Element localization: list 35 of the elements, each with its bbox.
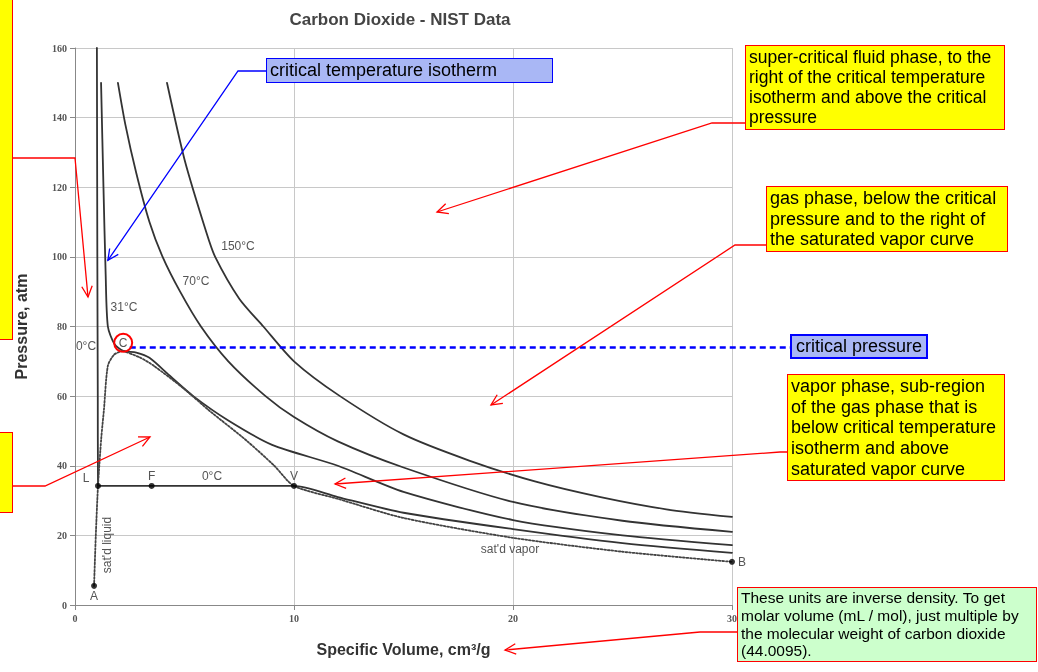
annotation: C [118,335,128,350]
x-tick-label: 30 [727,612,737,624]
annotation: A [90,588,99,603]
annotation: L [82,470,90,485]
note-box: gas phase, below the critical pressure and to the right of the saturated vapor curve [766,186,1008,253]
y-tick-label: 0 [62,599,67,611]
y-tick-label: 120 [52,181,67,193]
annotation: sat'd liquid [100,516,114,574]
annotation: 0°C [201,469,223,483]
note-box: These units are inverse density. To get molar volume (mL / mol), just multiple by the molecular weight of carbon dioxide (44.0095). [737,587,1037,663]
y-tick-label: 100 [52,251,67,263]
annotation: 70°C [182,274,210,288]
y-axis-title: Pressure, atm [12,273,30,380]
note-box: super-critical fluid phase, to the right of the critical temperature isotherm and above the critical pressure [745,45,1005,130]
note-box: vapor phase, sub-region of the gas phase that is below critical temperature isotherm and above saturated vapor curve [787,374,1005,482]
x-tick-label: 0 [72,612,78,624]
y-tick-label: 80 [57,321,67,332]
x-tick-label: 10 [289,612,299,624]
annotation: F [147,468,156,483]
annotation: V [289,468,299,483]
y-tick-label: 140 [52,112,67,124]
annotation: 31°C [110,300,138,314]
y-tick-label: 20 [57,529,67,541]
annotation: 150°C [221,239,256,253]
annotation: 0°C [75,339,97,353]
y-tick-label: 160 [52,42,67,54]
note-box: critical temperature isotherm [266,58,553,83]
annotation: sat'd vapor [480,542,540,556]
chart-title: Carbon Dioxide - NIST Data [289,10,512,29]
y-tick-label: 60 [57,390,67,402]
annotation: B [737,554,747,569]
ref-line-label: critical pressure [790,334,929,360]
x-axis-title: Specific Volume, cm³/g [316,640,491,658]
x-tick-label: 20 [508,612,518,624]
y-tick-label: 40 [57,460,67,472]
